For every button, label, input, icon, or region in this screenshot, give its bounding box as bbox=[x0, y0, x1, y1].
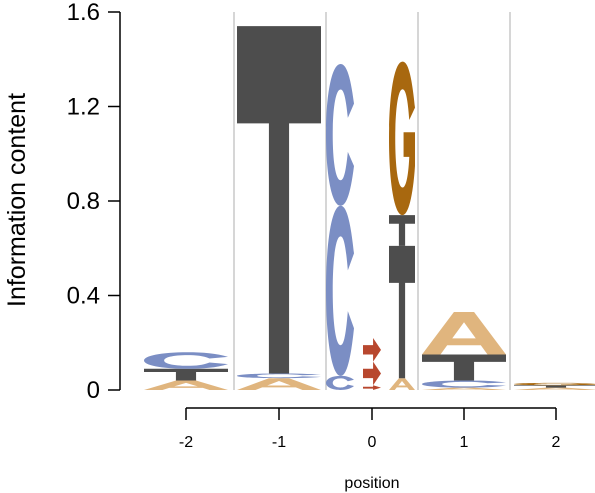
letter-c bbox=[144, 352, 228, 369]
methyl-arrow bbox=[363, 385, 381, 390]
y-axis: 0 0.4 0.8 1.2 1.6 bbox=[67, 0, 120, 404]
letter-t bbox=[514, 385, 595, 387]
x-axis: -2 -1 0 1 2 bbox=[179, 408, 561, 451]
letter-a bbox=[237, 378, 321, 390]
letter-a bbox=[422, 388, 506, 390]
x-axis-label: position bbox=[344, 475, 399, 492]
x-tick-label: 0 bbox=[368, 434, 377, 451]
letter-c bbox=[326, 206, 354, 376]
letter-t bbox=[144, 369, 228, 381]
methyl-arrow bbox=[363, 362, 381, 386]
letter-t bbox=[237, 26, 321, 373]
letter-t bbox=[389, 215, 415, 246]
letter-a bbox=[144, 381, 228, 390]
letter-t bbox=[389, 246, 415, 378]
methyl-arrow bbox=[363, 338, 381, 362]
letter-a bbox=[514, 388, 595, 390]
y-tick-label: 1.2 bbox=[67, 94, 100, 121]
x-tick-label: 1 bbox=[460, 434, 469, 451]
letter-t bbox=[422, 355, 506, 381]
x-tick-label: -1 bbox=[272, 434, 286, 451]
y-tick-label: 0 bbox=[87, 377, 100, 404]
letter-g bbox=[389, 62, 415, 216]
y-tick-label: 0.4 bbox=[67, 283, 100, 310]
y-tick-label: 1.6 bbox=[67, 0, 100, 26]
letter-c bbox=[326, 64, 354, 206]
letter-c bbox=[237, 373, 321, 378]
letter-g bbox=[514, 383, 595, 385]
y-axis-label: Information content bbox=[3, 93, 31, 307]
x-tick-label: -2 bbox=[179, 434, 193, 451]
y-tick-label: 0.8 bbox=[67, 188, 100, 215]
letter-a bbox=[389, 378, 415, 390]
letter-c bbox=[422, 381, 506, 388]
letter-a bbox=[422, 312, 506, 355]
letter-c bbox=[326, 376, 354, 390]
logo-letters bbox=[144, 26, 595, 390]
x-tick-label: 2 bbox=[552, 434, 561, 451]
